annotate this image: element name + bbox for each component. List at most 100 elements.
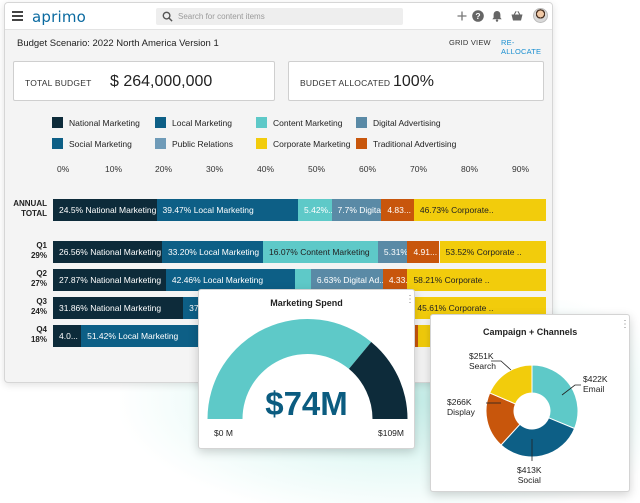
x-tick: 50% (308, 164, 326, 174)
total-budget-label: TOTAL BUDGET (25, 78, 92, 88)
legend-swatch (256, 117, 267, 128)
search-leader (491, 360, 512, 371)
bar-segment[interactable]: 46.73% Corporate.. (413, 199, 546, 221)
bar-segment[interactable]: 5.31% (377, 241, 408, 263)
more-options-icon[interactable]: ⋮ (405, 294, 415, 305)
grid-view-button[interactable]: GRID VIEW (449, 38, 491, 47)
bar-segment[interactable]: 51.42% Local Marketing (81, 325, 235, 347)
bar-segment[interactable]: 58.21% Corporate .. (407, 269, 546, 291)
legend-swatch (256, 138, 267, 149)
chart-legend: National Marketing Local Marketing Conte… (52, 117, 532, 153)
user-avatar[interactable] (533, 8, 548, 23)
x-tick: 20% (155, 164, 173, 174)
row-label: Q2 27% (30, 269, 47, 288)
display-slice-label: $266K Display (447, 397, 475, 417)
spend-gauge (207, 319, 408, 419)
campaign-donut (485, 360, 581, 461)
gauge-remaining-arc (348, 341, 408, 419)
bar-row-q1: 26.56% National Marketing 33.20% Local Ma… (53, 241, 546, 263)
bar-segment[interactable] (295, 269, 311, 291)
x-tick: 40% (257, 164, 275, 174)
gauge-min-label: $0 M (214, 428, 233, 438)
bar-segment[interactable]: 4.33... (382, 269, 408, 291)
search-slice-label: $251K Search (469, 351, 496, 371)
x-tick: 70% (410, 164, 428, 174)
basket-icon[interactable] (510, 9, 524, 23)
legend-swatch (155, 138, 166, 149)
legend-item: Social Marketing (52, 138, 132, 149)
legend-swatch (155, 117, 166, 128)
bar-segment[interactable]: 26.56% National Marketing (53, 241, 162, 263)
x-tick: 90% (512, 164, 530, 174)
row-label: Q4 18% (30, 325, 47, 344)
legend-swatch (52, 117, 63, 128)
legend-item: Corporate Marketing (256, 138, 350, 149)
bar-row-annual: 24.5% National Marketing 39.47% Local Mar… (53, 199, 546, 221)
legend-item: Public Relations (155, 138, 233, 149)
bar-segment[interactable]: 7.7% Digital (331, 199, 382, 221)
bar-segment[interactable]: 42.46% Local Marketing (165, 269, 296, 291)
bar-segment[interactable]: 16.07% Content Marketing (263, 241, 378, 263)
marketing-spend-card: Marketing Spend ⋮ $74M $0 M $109M (198, 289, 415, 449)
campaign-channels-card: Campaign + Channels ⋮ $422K Email $413K So… (430, 314, 630, 492)
bar-segment[interactable]: 31.86% National Marketing (53, 297, 184, 319)
gauge-max-label: $109M (378, 428, 404, 438)
social-slice-label: $413K Social (517, 465, 542, 485)
bar-segment[interactable]: 4.91... (407, 241, 440, 263)
budget-allocated-value: 100% (393, 73, 434, 90)
search-icon (162, 11, 173, 22)
budget-allocated-card: BUDGET ALLOCATED 100% (288, 61, 544, 101)
budget-allocated-label: BUDGET ALLOCATED (300, 78, 391, 88)
donut-slice-search[interactable] (489, 364, 533, 405)
x-tick: 0% (57, 164, 70, 174)
aprimo-logo: aprimo (32, 8, 87, 26)
legend-swatch (52, 138, 63, 149)
donut-slice-email[interactable] (531, 364, 579, 430)
marketing-spend-value: $74M (265, 385, 348, 422)
total-budget-value: $ 264,000,000 (110, 73, 213, 90)
bar-segment[interactable]: 5.42%... (298, 199, 332, 221)
x-tick: 80% (461, 164, 479, 174)
legend-item: National Marketing (52, 117, 140, 128)
campaign-channels-title: Campaign + Channels (483, 327, 578, 337)
svg-text:?: ? (475, 11, 480, 21)
marketing-spend-title: Marketing Spend (270, 298, 343, 308)
more-options-icon[interactable]: ⋮ (620, 319, 630, 330)
donut-slice-social[interactable] (500, 417, 576, 458)
row-label: Q1 29% (30, 241, 47, 260)
legend-swatch (356, 117, 367, 128)
bar-segment[interactable]: 4.83... (381, 199, 414, 221)
bar-segment[interactable]: 53.52% Corporate .. (439, 241, 546, 263)
legend-item: Digital Advertising (356, 117, 441, 128)
search-input[interactable] (178, 9, 398, 24)
row-label: Q3 24% (30, 297, 47, 316)
search-bar[interactable] (156, 8, 403, 25)
bar-segment[interactable]: 45.61% Corporate .. (411, 297, 546, 319)
row-label: ANNUAL TOTAL (13, 199, 47, 218)
email-slice-label: $422K Email (583, 374, 608, 394)
email-leader (561, 384, 581, 396)
scenario-title: Budget Scenario: 2022 North America Vers… (17, 38, 219, 49)
plus-icon[interactable] (455, 9, 469, 23)
total-budget-card: TOTAL BUDGET $ 264,000,000 (13, 61, 275, 101)
legend-swatch (356, 138, 367, 149)
bar-segment[interactable]: 39.47% Local Marketing (156, 199, 298, 221)
bar-segment[interactable]: 4.0... (53, 325, 82, 347)
bar-segment[interactable]: 33.20% Local Marketing (161, 241, 263, 263)
reallocate-button[interactable]: RE-ALLOCATE (501, 38, 542, 56)
bar-row-q2: 27.87% National Marketing 42.46% Local Ma… (53, 269, 546, 291)
menu-icon[interactable] (12, 11, 23, 21)
x-tick: 60% (359, 164, 377, 174)
legend-item: Traditional Advertising (356, 138, 456, 149)
bar-segment[interactable]: 27.87% National Marketing (53, 269, 166, 291)
bar-segment[interactable]: 24.5% National Marketing (53, 199, 157, 221)
x-tick: 10% (105, 164, 123, 174)
bar-segment[interactable]: 6.63% Digital Ad.. (310, 269, 383, 291)
gauge-fill-arc (207, 319, 372, 419)
legend-item: Local Marketing (155, 117, 232, 128)
x-tick: 30% (206, 164, 224, 174)
legend-item: Content Marketing (256, 117, 342, 128)
bell-icon[interactable] (490, 9, 504, 23)
help-icon[interactable]: ? (471, 9, 485, 23)
top-bar: aprimo ? (5, 3, 552, 30)
